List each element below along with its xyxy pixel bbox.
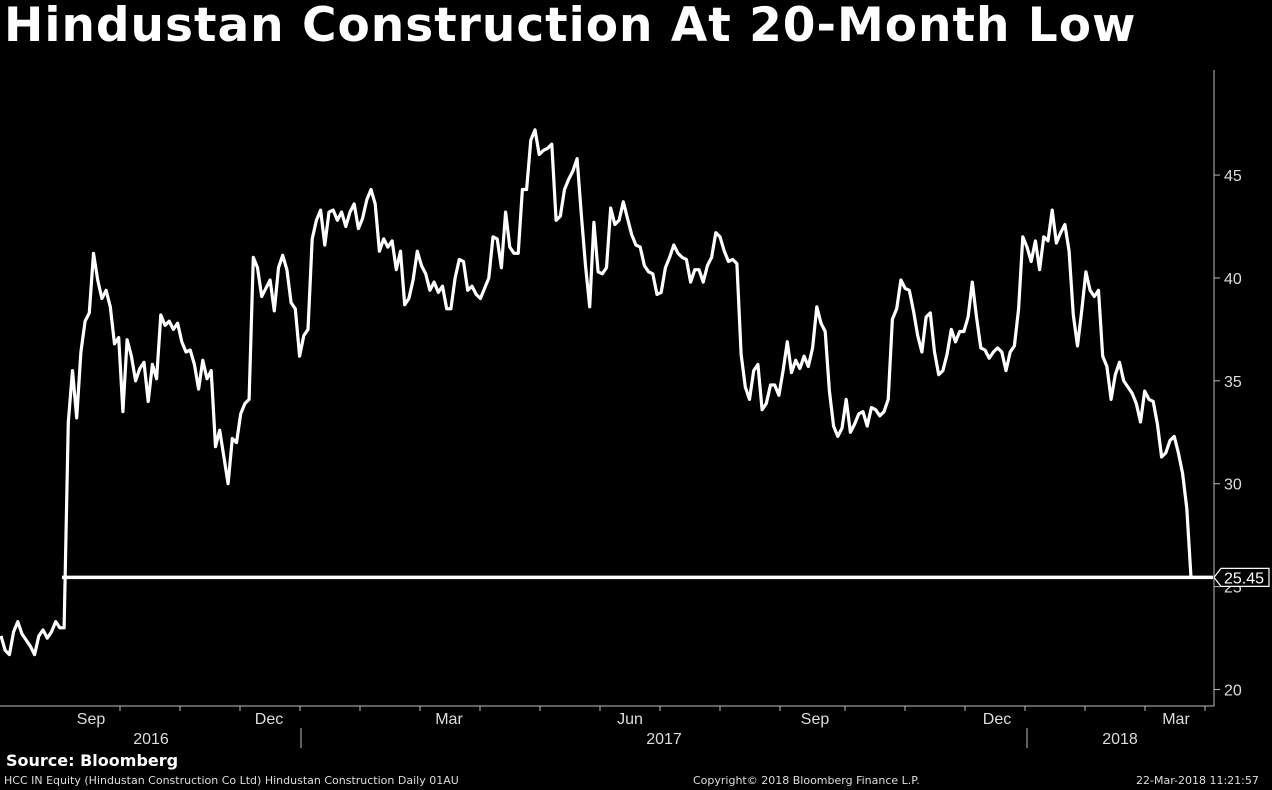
- y-tick-label: 20: [1224, 683, 1242, 700]
- x-year-label: 2016: [133, 731, 169, 748]
- last-value-tag: 25.45: [1213, 567, 1270, 587]
- x-year-label: 2017: [646, 731, 682, 748]
- x-month-label: Mar: [435, 711, 463, 728]
- x-month-label: Dec: [983, 711, 1011, 728]
- source-label: Source: Bloomberg: [6, 751, 179, 770]
- timestamp: 22-Mar-2018 11:21:57: [1136, 774, 1259, 787]
- chart-title: Hindustan Construction At 20-Month Low: [4, 0, 1137, 53]
- x-year-label: 2018: [1102, 731, 1138, 748]
- x-month-label: Sep: [801, 711, 830, 728]
- y-tick-label: 40: [1224, 271, 1242, 288]
- x-month-label: Mar: [1162, 711, 1190, 728]
- plot-area: 25.45: [0, 128, 1270, 657]
- x-axis: Sep Dec Mar Jun Sep Dec Mar 2016 2017 2018: [0, 705, 1214, 748]
- ticker-description: HCC IN Equity (Hindustan Construction Co…: [4, 774, 459, 787]
- y-tick-label: 35: [1224, 374, 1242, 391]
- last-value-box: [1213, 567, 1270, 587]
- last-value-label: 25.45: [1224, 570, 1264, 587]
- x-month-label: Dec: [255, 711, 283, 728]
- copyright-notice: Copyright© 2018 Bloomberg Finance L.P.: [693, 774, 920, 787]
- y-tick-label: 30: [1224, 477, 1242, 494]
- y-tick-label: 45: [1224, 168, 1242, 185]
- x-month-label: Jun: [617, 711, 643, 728]
- price-line: [0, 128, 1193, 657]
- x-month-label: Sep: [77, 711, 106, 728]
